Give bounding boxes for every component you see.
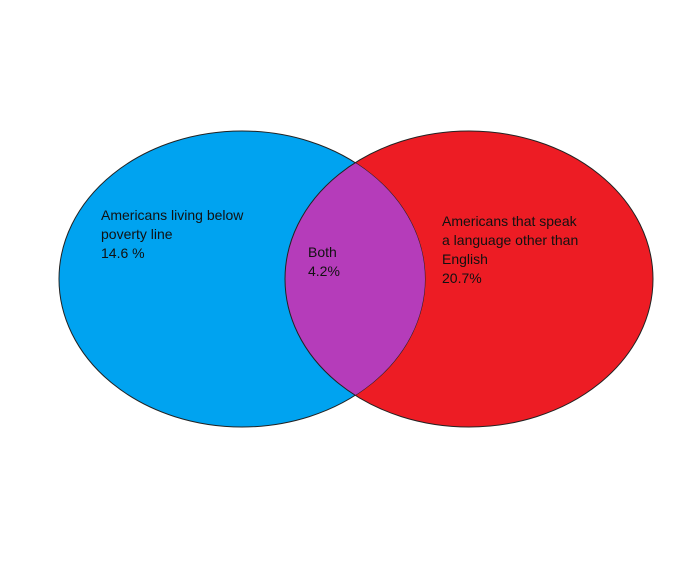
overlap-value: 4.2% bbox=[308, 263, 340, 279]
overlap-label: Both 4.2% bbox=[308, 243, 340, 281]
left-set-label: Americans living below poverty line 14.6… bbox=[101, 206, 243, 263]
left-set-label-line2: poverty line bbox=[101, 226, 173, 242]
left-set-value: 14.6 % bbox=[101, 245, 145, 261]
right-set-label-line1: Americans that speak bbox=[442, 213, 577, 229]
right-set-value: 20.7% bbox=[442, 270, 482, 286]
overlap-region bbox=[284, 131, 425, 427]
right-set-label-line2: a language other than bbox=[442, 232, 579, 248]
overlap-label-text: Both bbox=[308, 244, 337, 260]
left-set-label-line1: Americans living below bbox=[101, 207, 244, 223]
right-set-label: Americans that speak a language other th… bbox=[442, 212, 578, 288]
right-set-label-line3: English bbox=[442, 251, 488, 267]
